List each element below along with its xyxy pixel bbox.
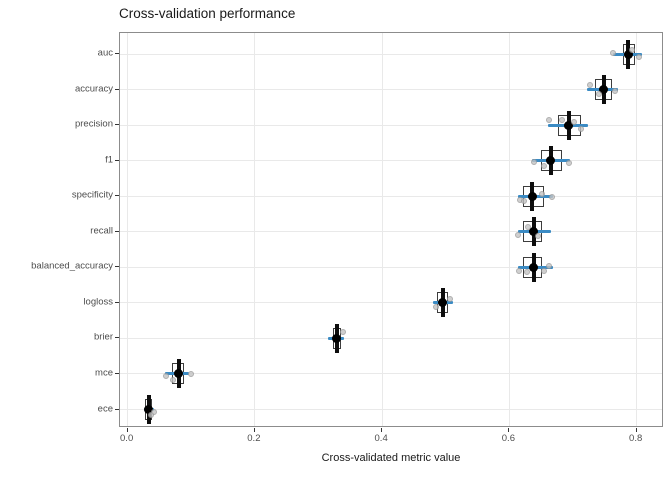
y-tick-mark [115, 301, 119, 303]
y-gridline [120, 53, 662, 55]
y-tick-mark [115, 408, 119, 410]
x-tick-mark [508, 428, 510, 432]
fold-point [162, 372, 169, 379]
x-gridline [636, 33, 638, 426]
fold-point [566, 159, 573, 166]
y-tick-mark [115, 372, 119, 374]
fold-point [530, 158, 537, 165]
fold-point [523, 269, 530, 276]
fold-point [188, 370, 195, 377]
mean-dot [332, 333, 342, 343]
fold-point [515, 231, 522, 238]
mean-dot [438, 298, 448, 308]
fold-point [540, 268, 547, 275]
mean-dot [623, 49, 633, 59]
y-tick-mark [115, 266, 119, 268]
y-axis-label: specificity [71, 189, 113, 201]
mean-dot [527, 191, 537, 201]
fold-point [446, 295, 453, 302]
y-gridline [120, 337, 662, 339]
y-axis-label: accuracy [74, 83, 113, 95]
mean-dot [599, 85, 609, 95]
fold-point [515, 268, 522, 275]
plot-panel [119, 32, 663, 427]
x-gridline [127, 33, 129, 426]
x-tick-label: 0.8 [629, 433, 643, 444]
x-tick-mark [635, 428, 637, 432]
fold-point [525, 223, 532, 230]
y-gridline [120, 195, 662, 197]
x-tick-mark [126, 428, 128, 432]
fold-point [535, 232, 542, 239]
y-gridline [120, 409, 662, 410]
fold-point [610, 50, 617, 56]
x-tick-mark [381, 428, 383, 432]
fold-point [587, 81, 594, 88]
fold-point [546, 117, 553, 124]
x-tick-label: 0.6 [501, 433, 515, 444]
x-tick-label: 0.2 [247, 433, 261, 444]
y-axis-label: f1 [105, 154, 113, 166]
fold-point [612, 87, 618, 94]
mean-dot [529, 262, 539, 272]
y-gridline [120, 231, 662, 233]
x-tick-label: 0.4 [374, 433, 388, 444]
y-gridline [120, 124, 662, 126]
y-axis-label: brier [93, 331, 113, 343]
mean-dot [529, 227, 539, 237]
x-axis-title: Cross-validated metric value [321, 452, 461, 464]
x-gridline [508, 33, 510, 426]
x-tick-mark [253, 428, 255, 432]
x-gridline [381, 33, 383, 426]
fold-point [559, 117, 566, 124]
y-gridline [120, 266, 662, 268]
y-tick-mark [115, 195, 119, 197]
y-axis-label: precision [74, 118, 113, 130]
y-tick-mark [115, 230, 119, 232]
y-axis-label: recall [90, 225, 113, 237]
y-tick-mark [115, 159, 119, 161]
mean-dot [564, 120, 574, 130]
fold-point [577, 126, 584, 133]
fold-point [432, 303, 439, 310]
y-tick-mark [115, 337, 119, 339]
fold-point [635, 54, 642, 60]
y-tick-mark [115, 88, 119, 90]
y-axis-label: auc [97, 47, 113, 59]
mean-dot [144, 405, 154, 414]
y-gridline [120, 160, 662, 162]
y-axis-label: logloss [83, 296, 113, 308]
fold-point [541, 162, 548, 169]
y-gridline [120, 89, 662, 91]
mean-dot [546, 156, 556, 166]
fold-point [340, 329, 347, 336]
x-tick-label: 0.0 [120, 433, 134, 444]
y-axis-label: balanced_accuracy [31, 260, 113, 272]
fold-point [521, 198, 528, 205]
mean-dot [174, 369, 184, 379]
y-gridline [120, 373, 662, 375]
y-tick-mark [115, 124, 119, 126]
fold-point [549, 194, 556, 201]
fold-point [571, 119, 578, 126]
fold-point [596, 90, 603, 97]
x-gridline [254, 33, 256, 426]
fold-point [170, 376, 177, 383]
fold-point [147, 411, 154, 418]
y-tick-mark [115, 53, 119, 54]
chart-title: Cross-validation performance [119, 6, 296, 21]
fold-point [546, 263, 553, 270]
fold-point [629, 47, 636, 53]
y-axis-label: mce [95, 367, 113, 379]
y-axis-label: ece [97, 403, 113, 414]
y-gridline [120, 302, 662, 304]
fold-point [539, 191, 546, 198]
